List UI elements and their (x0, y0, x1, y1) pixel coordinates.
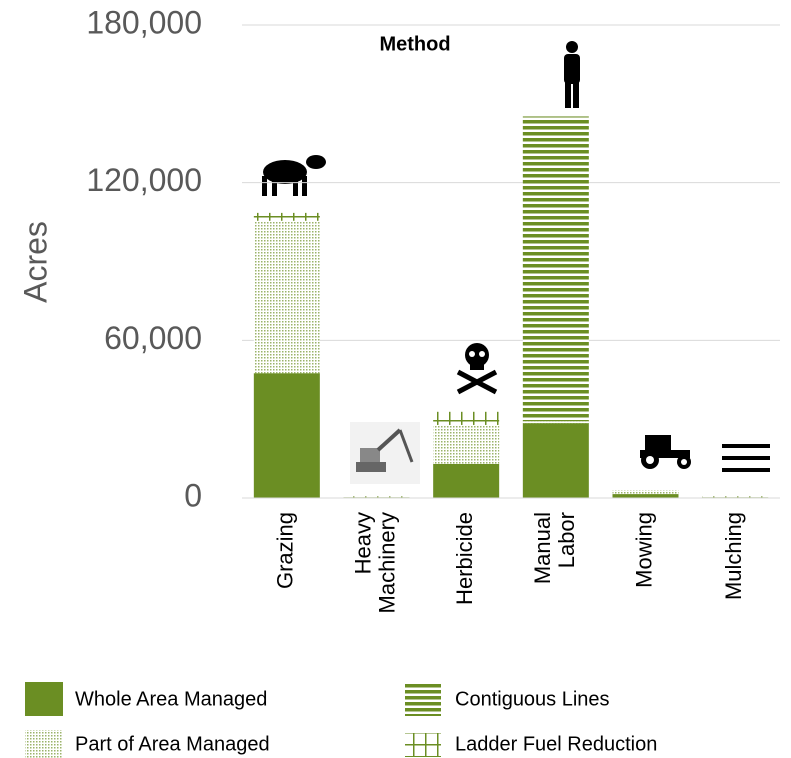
bar-segment (253, 220, 320, 374)
bar-segment (612, 494, 679, 498)
bar-segment (433, 463, 500, 498)
icon-cow (262, 155, 326, 196)
x-tick-label: Herbicide (452, 512, 477, 605)
x-tick-label: ManualLabor (530, 512, 579, 584)
bar-segment (612, 490, 679, 495)
icon-skull (456, 343, 498, 395)
y-axis-label: Acres (17, 221, 53, 303)
legend-label: Contiguous Lines (455, 688, 610, 710)
chart-title: Method (379, 33, 450, 55)
y-tick-label: 0 (184, 477, 202, 513)
legend-label: Whole Area Managed (75, 688, 267, 710)
icon-person (564, 41, 580, 108)
bar-segment (253, 373, 320, 498)
legend-swatch (405, 684, 441, 716)
icon-mulch (722, 444, 770, 472)
legend-swatch (405, 733, 441, 757)
legend-label: Ladder Fuel Reduction (455, 733, 657, 755)
bar-segment (253, 212, 320, 221)
legend-swatch (25, 730, 63, 758)
legend-swatch (25, 682, 63, 716)
bar-segment (433, 411, 500, 425)
y-tick-label: 120,000 (86, 162, 202, 198)
y-tick-label: 180,000 (86, 4, 202, 40)
legend-label: Part of Area Managed (75, 733, 270, 755)
bar-segment (522, 116, 589, 422)
bar-segment (522, 421, 589, 424)
bar-segment (343, 496, 410, 498)
x-tick-label: Mulching (721, 512, 746, 600)
bar-segment (702, 496, 769, 498)
x-tick-label: Grazing (273, 512, 298, 589)
icon-tractor (640, 435, 691, 469)
x-tick-label: Mowing (631, 512, 656, 588)
y-tick-label: 60,000 (104, 320, 202, 356)
bar-segment (433, 424, 500, 464)
icon-excavator (350, 422, 420, 484)
bar-segment (522, 423, 589, 498)
x-tick-label: HeavyMachinery (350, 512, 399, 613)
